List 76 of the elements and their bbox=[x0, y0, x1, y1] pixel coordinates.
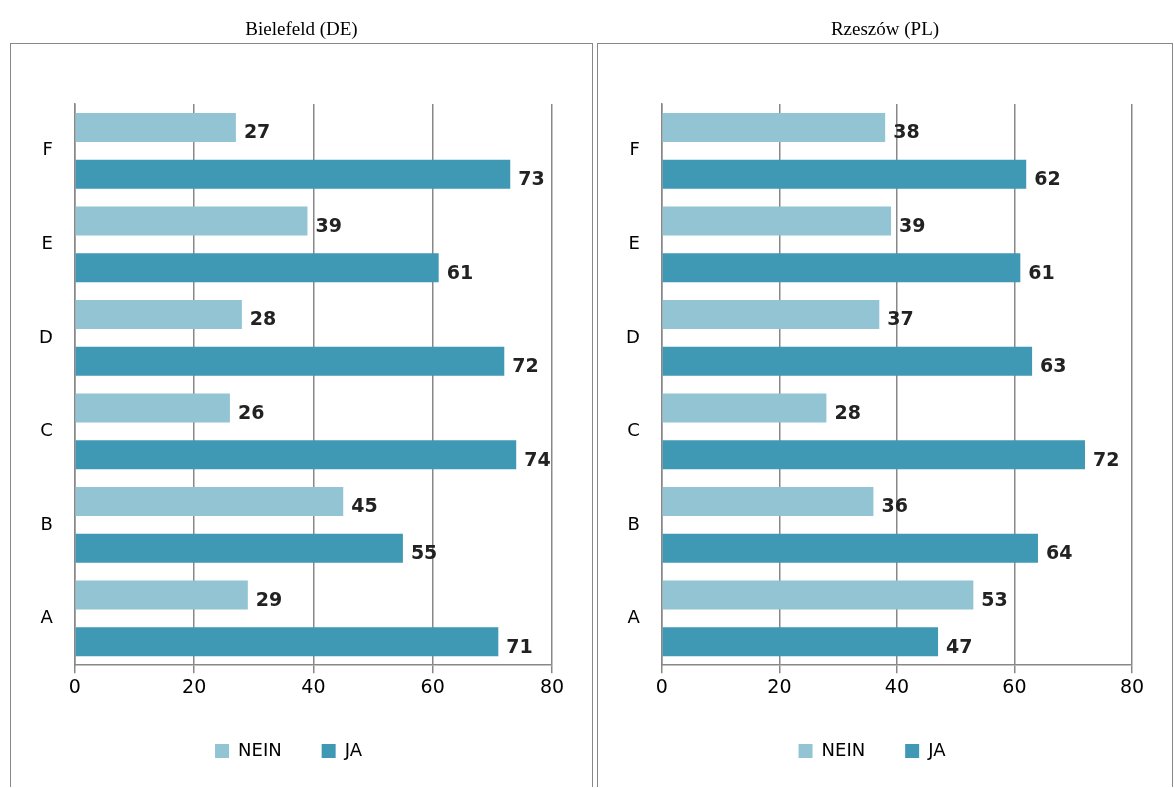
y-tick-label: A bbox=[40, 606, 54, 628]
chart-title: Rzeszów (PL) bbox=[829, 17, 941, 41]
bar bbox=[662, 346, 1033, 376]
data-label: 36 bbox=[881, 494, 908, 517]
bar bbox=[75, 533, 403, 563]
data-label: 71 bbox=[506, 634, 533, 657]
bar bbox=[75, 253, 439, 283]
x-tick-label: 0 bbox=[655, 674, 668, 697]
x-tick-label: 60 bbox=[420, 674, 445, 697]
data-label: 39 bbox=[899, 213, 926, 236]
data-label: 62 bbox=[1034, 167, 1061, 190]
data-label: 47 bbox=[946, 634, 973, 657]
data-label: 63 bbox=[1040, 354, 1067, 377]
bar bbox=[75, 580, 248, 610]
data-label: 55 bbox=[410, 541, 438, 564]
y-tick-label: B bbox=[40, 512, 53, 534]
data-label: 39 bbox=[315, 213, 342, 236]
x-tick-label: 80 bbox=[1119, 674, 1145, 697]
y-tick-label: B bbox=[627, 512, 640, 534]
data-label: 45 bbox=[351, 494, 378, 517]
bar bbox=[75, 487, 344, 517]
bar bbox=[75, 112, 236, 142]
bar bbox=[75, 206, 308, 236]
bar bbox=[662, 112, 886, 142]
x-tick-label: 40 bbox=[884, 674, 910, 697]
legend-label: NEIN bbox=[821, 738, 866, 760]
y-tick-label: C bbox=[40, 419, 53, 441]
y-tick-label: C bbox=[627, 419, 640, 441]
x-tick-label: 0 bbox=[68, 674, 81, 697]
data-label: 73 bbox=[518, 167, 545, 190]
bar bbox=[75, 159, 511, 189]
bar bbox=[75, 346, 505, 376]
data-label: 26 bbox=[237, 400, 265, 423]
x-tick-label: 80 bbox=[539, 674, 565, 697]
data-label: 72 bbox=[1092, 447, 1120, 470]
data-label: 37 bbox=[887, 307, 914, 330]
y-tick-label: A bbox=[627, 606, 641, 628]
bar bbox=[662, 627, 939, 657]
data-label: 29 bbox=[255, 587, 283, 610]
data-label: 28 bbox=[249, 307, 277, 330]
data-label: 64 bbox=[1045, 541, 1073, 564]
bar bbox=[662, 299, 880, 329]
bar bbox=[662, 159, 1027, 189]
y-tick-label: D bbox=[38, 325, 53, 347]
data-label: 61 bbox=[1028, 260, 1055, 283]
chart-title: Bielefeld (DE) bbox=[244, 17, 359, 41]
y-tick-label: E bbox=[628, 231, 640, 253]
data-label: 27 bbox=[243, 120, 271, 143]
data-label: 53 bbox=[981, 587, 1008, 610]
x-tick-label: 20 bbox=[182, 674, 207, 697]
legend-label: JA bbox=[343, 738, 363, 760]
y-tick-label: F bbox=[42, 138, 53, 160]
y-tick-label: F bbox=[629, 138, 640, 160]
data-label: 38 bbox=[893, 120, 920, 143]
bar bbox=[75, 440, 517, 470]
bar bbox=[662, 253, 1021, 283]
bar bbox=[662, 580, 974, 610]
data-label: 61 bbox=[446, 260, 474, 283]
bar bbox=[662, 206, 892, 236]
bar bbox=[662, 440, 1085, 470]
bar bbox=[75, 627, 499, 657]
x-tick-label: 40 bbox=[301, 674, 326, 697]
y-tick-label: D bbox=[625, 325, 640, 347]
bar bbox=[662, 533, 1038, 563]
bar bbox=[75, 299, 242, 329]
data-label: 72 bbox=[512, 354, 539, 377]
x-tick-label: 20 bbox=[767, 674, 792, 697]
bar bbox=[662, 487, 874, 517]
data-label: 28 bbox=[834, 400, 861, 423]
y-tick-label: E bbox=[41, 231, 53, 253]
legend-label: NEIN bbox=[238, 738, 282, 760]
data-label: 74 bbox=[524, 447, 551, 470]
bar bbox=[75, 393, 230, 423]
legend-label: JA bbox=[927, 738, 947, 760]
x-tick-label: 60 bbox=[1002, 674, 1027, 697]
bar bbox=[662, 393, 827, 423]
